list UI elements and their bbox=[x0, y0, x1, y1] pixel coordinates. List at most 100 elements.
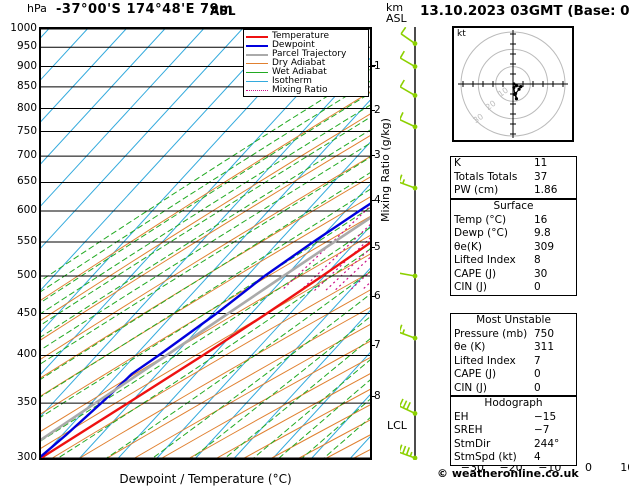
forecast-datetime: 13.10.2023 03GMT (Base: 06) bbox=[420, 3, 629, 19]
height-tick-mark-2 bbox=[370, 109, 375, 111]
pressure-tick-750: 750 bbox=[16, 124, 37, 137]
table-row-value: 0 bbox=[534, 368, 541, 380]
temperature-tick-10: 10 bbox=[620, 461, 629, 474]
wind-barb bbox=[400, 444, 418, 460]
pressure-tick-700: 700 bbox=[16, 149, 37, 162]
height-tick-mark-7 bbox=[370, 345, 375, 347]
table-row: PW (cm) 1.86 bbox=[451, 184, 576, 198]
table-most-unstable: Most Unstable Pressure (mb) 750 θe (K) 311 Li… bbox=[450, 313, 577, 396]
legend-swatch-icon bbox=[246, 72, 268, 73]
svg-text:10: 10 bbox=[497, 86, 511, 99]
height-tick-mark-1 bbox=[370, 66, 375, 68]
wind-barb bbox=[400, 79, 418, 98]
height-tick-6: 6 bbox=[374, 289, 381, 302]
table-row: θe (K) 311 bbox=[451, 341, 576, 355]
table-surface: Surface Temp (°C) 16 Dewp (°C) 9.8 θe(K) 309 Li… bbox=[450, 199, 577, 296]
table-row-key: Dewp (°C) bbox=[454, 227, 508, 239]
temperature-tick-0: 0 bbox=[585, 461, 592, 474]
svg-text:20: 20 bbox=[484, 99, 498, 112]
legend-item-parcel-trajectory: Parcel Trajectory bbox=[246, 50, 366, 59]
skewt-canvas bbox=[41, 29, 370, 458]
height-tick-mark-6 bbox=[370, 295, 375, 297]
height-tick-4: 4 bbox=[374, 194, 381, 207]
height-tick-8: 8 bbox=[374, 390, 381, 403]
lcl-marker-label: LCL bbox=[387, 419, 407, 432]
table-row: Totals Totals 37 bbox=[451, 171, 576, 185]
height-tick-1: 1 bbox=[374, 60, 381, 73]
table-row: SREH −7 bbox=[451, 424, 576, 438]
pressure-tick-450: 450 bbox=[16, 306, 37, 319]
height-tick-2: 2 bbox=[374, 103, 381, 116]
table-indices: K 11 Totals Totals 37 PW (cm) 1.86 bbox=[450, 156, 577, 199]
hodograph-panel: kt 10 20 30 bbox=[452, 26, 574, 142]
legend-item-dewpoint: Dewpoint bbox=[246, 41, 366, 50]
legend: Temperature Dewpoint Parcel Trajectory Dry … bbox=[243, 29, 369, 97]
table-row: StmDir 244° bbox=[451, 438, 576, 452]
table-row-key: EH bbox=[454, 410, 469, 423]
pressure-tick-1000: 1000 bbox=[10, 22, 37, 34]
legend-label: Parcel Trajectory bbox=[272, 49, 347, 59]
table-row-key: Lifted Index bbox=[454, 254, 516, 266]
legend-label: Dry Adiabat bbox=[272, 58, 326, 68]
height-tick-mark-3 bbox=[370, 154, 375, 156]
table-heading: Most Unstable bbox=[476, 314, 551, 326]
svg-text:30: 30 bbox=[472, 112, 486, 125]
table-row-key: θe(K) bbox=[454, 240, 482, 253]
legend-label: Isotherm bbox=[272, 76, 312, 86]
table-row-key: Pressure (mb) bbox=[454, 327, 528, 340]
wind-barb bbox=[400, 324, 418, 341]
table-row-value: 8 bbox=[534, 254, 541, 266]
height-tick-mark-5 bbox=[370, 247, 375, 249]
height-tick-mark-8 bbox=[370, 396, 375, 398]
wind-barb bbox=[400, 27, 418, 46]
copyright-notice: © weatheronline.co.uk bbox=[437, 467, 579, 480]
wind-barb-column bbox=[400, 27, 418, 460]
table-row: CIN (J) 0 bbox=[451, 281, 576, 295]
table-row-key: K bbox=[454, 157, 461, 169]
legend-swatch-icon bbox=[246, 35, 268, 38]
table-row: Temp (°C) 16 bbox=[451, 214, 576, 228]
table-row-value: 244° bbox=[534, 437, 560, 450]
table-row: Dewp (°C) 9.8 bbox=[451, 227, 576, 241]
table-row: CIN (J) 0 bbox=[451, 382, 576, 396]
mixing-ratio-axis-label: Mixing Ratio (g/kg) bbox=[379, 118, 392, 222]
height-tick-3: 3 bbox=[374, 148, 381, 161]
legend-item-mixing-ratio: Mixing Ratio bbox=[246, 86, 366, 95]
pressure-tick-550: 550 bbox=[16, 235, 37, 248]
legend-label: Wet Adiabat bbox=[272, 67, 327, 77]
pressure-tick-650: 650 bbox=[16, 175, 37, 188]
skewt-plot bbox=[39, 27, 372, 460]
height-tick-5: 5 bbox=[374, 241, 381, 254]
pressure-tick-850: 850 bbox=[16, 79, 37, 92]
table-row: Lifted Index 7 bbox=[451, 355, 576, 369]
table-row-key: Totals Totals bbox=[454, 170, 518, 183]
height-unit-km: km bbox=[386, 1, 404, 14]
station-asl-label: ASL bbox=[210, 4, 236, 18]
pressure-tick-600: 600 bbox=[16, 204, 37, 217]
table-row: CAPE (J) 30 bbox=[451, 268, 576, 282]
table-row-value: 7 bbox=[534, 354, 541, 367]
pressure-tick-400: 400 bbox=[16, 348, 37, 361]
height-tick-7: 7 bbox=[374, 339, 381, 352]
table-row-value: 1.86 bbox=[534, 184, 558, 196]
legend-item-isotherm: Isotherm bbox=[246, 77, 366, 86]
wind-barb bbox=[400, 112, 418, 130]
wind-barb bbox=[400, 272, 418, 279]
table-row-key: CAPE (J) bbox=[454, 368, 497, 380]
table-row-key: SREH bbox=[454, 424, 483, 436]
table-row-value: 0 bbox=[534, 281, 541, 293]
table-row-key: StmDir bbox=[454, 437, 491, 450]
x-axis-label: Dewpoint / Temperature (°C) bbox=[119, 472, 292, 486]
legend-swatch-icon bbox=[246, 90, 268, 91]
table-row-key: CIN (J) bbox=[454, 381, 487, 394]
table-row-value: 4 bbox=[534, 451, 541, 463]
table-heading: Surface bbox=[493, 200, 534, 212]
table-row: θe(K) 309 bbox=[451, 241, 576, 255]
table-row-value: 0 bbox=[534, 381, 541, 394]
table-row: EH −15 bbox=[451, 411, 576, 425]
pressure-unit-label: hPa bbox=[27, 2, 47, 15]
wind-barb bbox=[400, 174, 418, 191]
pressure-tick-900: 900 bbox=[16, 59, 37, 72]
pressure-tick-950: 950 bbox=[16, 40, 37, 53]
